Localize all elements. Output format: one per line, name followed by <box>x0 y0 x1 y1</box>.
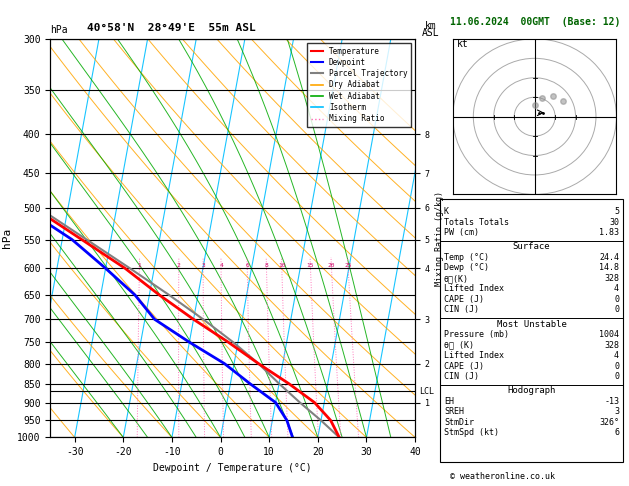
Text: 1.83: 1.83 <box>599 228 619 237</box>
Text: kt: kt <box>457 39 469 49</box>
Text: -13: -13 <box>604 397 619 406</box>
Text: SREH: SREH <box>444 407 464 417</box>
Text: 1: 1 <box>138 263 142 268</box>
Y-axis label: Mixing Ratio (g/kg): Mixing Ratio (g/kg) <box>435 191 445 286</box>
Text: CIN (J): CIN (J) <box>444 372 479 381</box>
Text: Pressure (mb): Pressure (mb) <box>444 330 509 339</box>
Text: 20: 20 <box>328 263 335 268</box>
Text: hPa: hPa <box>50 25 68 35</box>
Text: 8: 8 <box>265 263 269 268</box>
Text: 0: 0 <box>614 362 619 371</box>
Text: 30: 30 <box>609 218 619 226</box>
Text: Temp (°C): Temp (°C) <box>444 253 489 262</box>
Text: ASL: ASL <box>422 29 440 38</box>
Y-axis label: hPa: hPa <box>1 228 11 248</box>
Text: 14.8: 14.8 <box>599 263 619 272</box>
Text: Totals Totals: Totals Totals <box>444 218 509 226</box>
Text: Lifted Index: Lifted Index <box>444 351 504 360</box>
Text: 15: 15 <box>307 263 314 268</box>
Text: 4: 4 <box>219 263 223 268</box>
Text: 3: 3 <box>201 263 205 268</box>
Text: 328: 328 <box>604 274 619 283</box>
Text: 2: 2 <box>177 263 181 268</box>
Text: 11.06.2024  00GMT  (Base: 12): 11.06.2024 00GMT (Base: 12) <box>450 17 620 27</box>
Text: 25: 25 <box>345 263 352 268</box>
Text: PW (cm): PW (cm) <box>444 228 479 237</box>
Text: θᴇ (K): θᴇ (K) <box>444 341 474 349</box>
Text: 10: 10 <box>278 263 286 268</box>
Text: Lifted Index: Lifted Index <box>444 284 504 294</box>
Text: 0: 0 <box>614 305 619 314</box>
Text: 3: 3 <box>614 407 619 417</box>
Text: K: K <box>444 207 449 216</box>
Text: LCL: LCL <box>419 387 434 396</box>
X-axis label: Dewpoint / Temperature (°C): Dewpoint / Temperature (°C) <box>153 463 312 473</box>
Text: km: km <box>425 21 437 31</box>
Text: 6: 6 <box>245 263 249 268</box>
Text: CIN (J): CIN (J) <box>444 305 479 314</box>
Text: 24.4: 24.4 <box>599 253 619 262</box>
Text: 5: 5 <box>614 207 619 216</box>
Text: 328: 328 <box>604 341 619 349</box>
Text: StmSpd (kt): StmSpd (kt) <box>444 429 499 437</box>
Text: 40°58'N  28°49'E  55m ASL: 40°58'N 28°49'E 55m ASL <box>87 22 255 33</box>
Text: CAPE (J): CAPE (J) <box>444 362 484 371</box>
Text: 4: 4 <box>614 351 619 360</box>
Text: StmDir: StmDir <box>444 418 474 427</box>
Text: © weatheronline.co.uk: © weatheronline.co.uk <box>450 472 555 481</box>
Text: Dewp (°C): Dewp (°C) <box>444 263 489 272</box>
Text: 0: 0 <box>614 295 619 304</box>
Text: Most Unstable: Most Unstable <box>496 320 567 329</box>
Text: CAPE (J): CAPE (J) <box>444 295 484 304</box>
Text: Hodograph: Hodograph <box>508 386 555 396</box>
Text: 4: 4 <box>614 284 619 294</box>
Text: 6: 6 <box>614 429 619 437</box>
Text: θᴇ(K): θᴇ(K) <box>444 274 469 283</box>
Text: 1004: 1004 <box>599 330 619 339</box>
Legend: Temperature, Dewpoint, Parcel Trajectory, Dry Adiabat, Wet Adiabat, Isotherm, Mi: Temperature, Dewpoint, Parcel Trajectory… <box>308 43 411 127</box>
Text: Surface: Surface <box>513 243 550 251</box>
Text: 0: 0 <box>614 372 619 381</box>
Text: 326°: 326° <box>599 418 619 427</box>
Text: EH: EH <box>444 397 454 406</box>
